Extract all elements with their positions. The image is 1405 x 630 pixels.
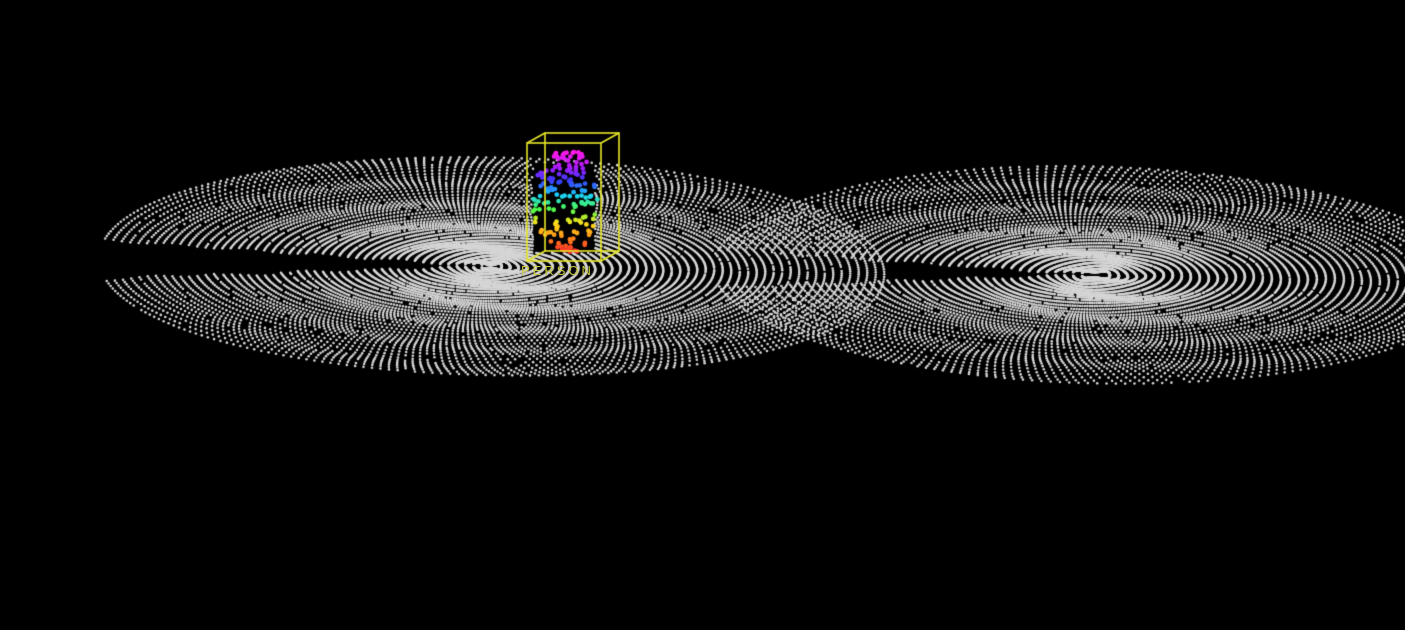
lidar-viewport[interactable]: PERSON: [0, 0, 1405, 630]
pointcloud-canvas: [0, 0, 1405, 630]
